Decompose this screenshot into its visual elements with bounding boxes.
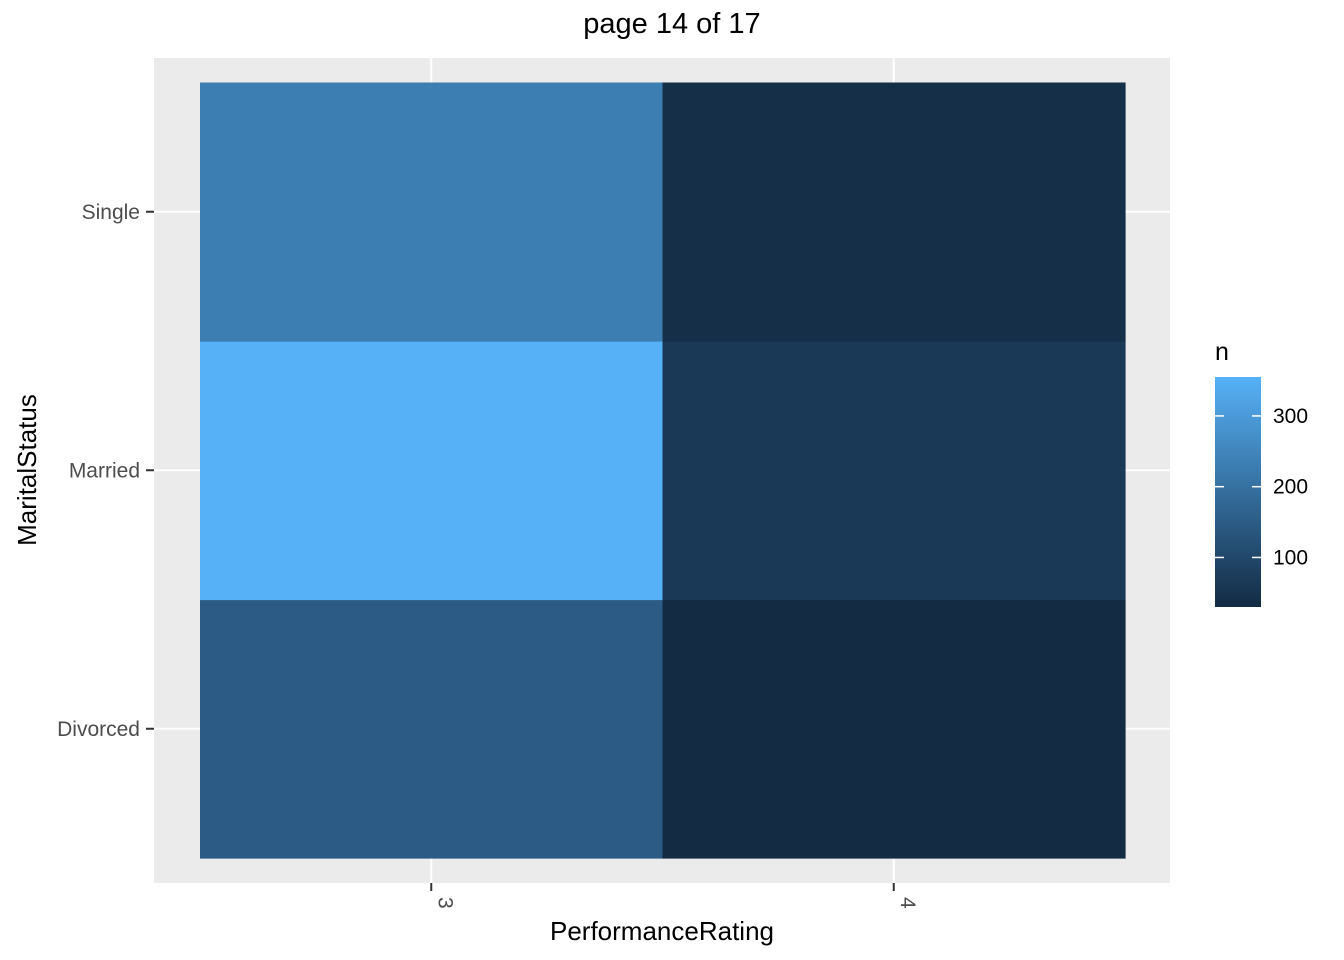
heatmap-cell-4-single	[662, 82, 1126, 342]
legend-tick-label: 100	[1273, 546, 1308, 569]
y-tick-label: Married	[69, 459, 140, 482]
heatmap-cell-3-divorced	[200, 599, 664, 859]
legend-tick-label: 300	[1273, 405, 1308, 428]
legend-tick-label: 200	[1273, 476, 1308, 499]
heatmap-cell-3-married	[200, 341, 664, 601]
x-tick-label: 3	[433, 897, 456, 909]
heatmap-cells	[200, 82, 1126, 859]
chart-title: page 14 of 17	[583, 8, 760, 40]
heatmap-cell-3-single	[200, 82, 664, 342]
heatmap-cell-4-divorced	[662, 599, 1126, 859]
heatmap-cell-4-married	[662, 341, 1126, 601]
x-axis-title: PerformanceRating	[550, 916, 774, 946]
legend-colorbar	[1215, 377, 1261, 607]
color-legend: n 100 200 300	[1215, 338, 1308, 607]
y-axis-title: MaritalStatus	[12, 394, 42, 546]
y-tick-label: Divorced	[57, 718, 140, 741]
y-axis: Divorced Married Single	[57, 201, 154, 741]
legend-title: n	[1215, 338, 1229, 366]
y-tick-label: Single	[82, 201, 140, 224]
legend-ticks: 100 200 300	[1215, 405, 1308, 569]
x-tick-label: 4	[896, 897, 919, 909]
